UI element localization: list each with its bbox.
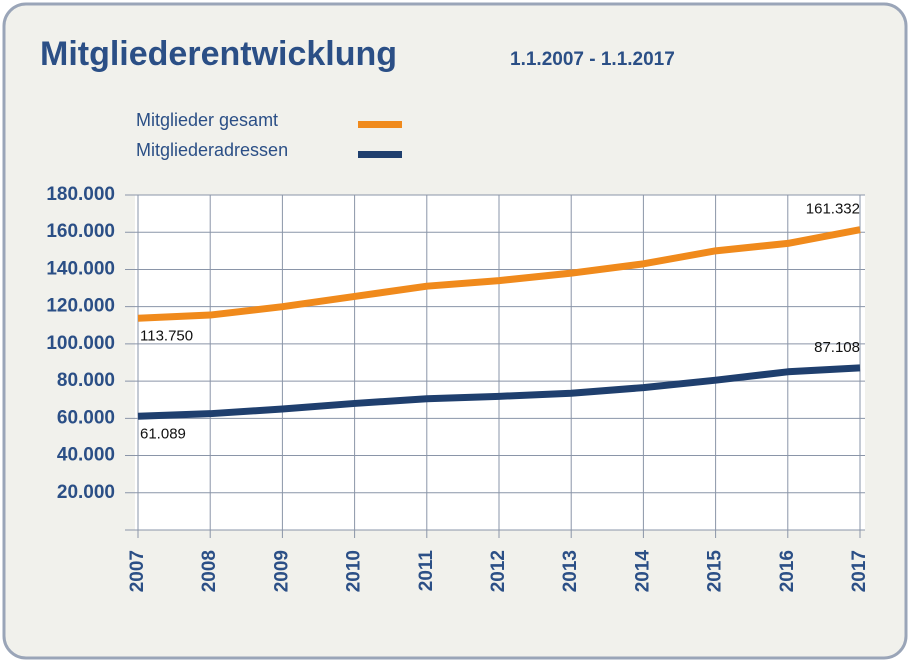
data-label: 161.332 [806, 201, 860, 218]
legend-swatch [358, 121, 402, 128]
x-tick-label: 2010 [344, 550, 365, 592]
x-tick-label: 2013 [560, 550, 581, 592]
x-tick-label: 2011 [416, 550, 437, 592]
y-tick-label: 180.000 [46, 184, 115, 205]
line [137, 364, 861, 420]
y-tick-label: 160.000 [46, 221, 115, 242]
y-tick-label: 140.000 [46, 258, 115, 279]
x-tick-label: 2012 [488, 550, 509, 592]
line [137, 226, 861, 322]
x-tick-label: 2014 [632, 550, 653, 593]
x-tick-label: 2009 [271, 550, 292, 592]
legend-label: Mitgliederadressen [136, 140, 288, 160]
x-tick-label: 2017 [849, 550, 870, 592]
y-tick-label: 120.000 [46, 296, 115, 317]
y-tick-label: 20.000 [57, 482, 115, 503]
x-tick-label: 2015 [705, 550, 726, 593]
data-label: 87.108 [814, 339, 860, 356]
legend-swatch [358, 151, 402, 158]
y-tick-label: 40.000 [57, 445, 115, 466]
y-tick-label: 100.000 [46, 333, 115, 354]
x-tick-label: 2008 [199, 550, 220, 592]
y-tick-label: 80.000 [57, 370, 115, 391]
x-tick-label: 2016 [777, 550, 798, 592]
data-label: 61.089 [140, 425, 186, 442]
chart-subtitle: 1.1.2007 - 1.1.2017 [510, 49, 675, 70]
y-tick-label: 60.000 [57, 407, 115, 428]
data-label: 113.750 [140, 327, 193, 344]
legend-label: Mitglieder gesamt [136, 110, 278, 130]
chart-title: Mitgliederentwicklung [40, 35, 397, 73]
x-tick-label: 2007 [127, 550, 148, 592]
